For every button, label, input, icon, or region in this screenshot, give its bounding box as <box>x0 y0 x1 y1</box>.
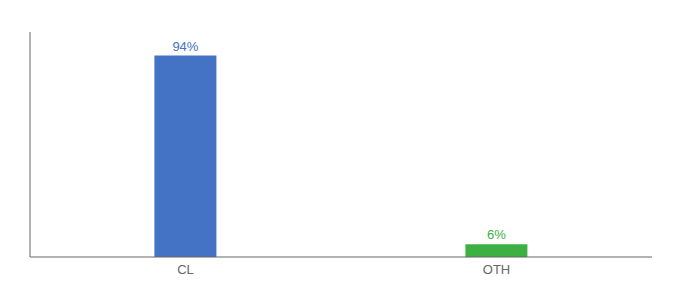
svg-text:OTH: OTH <box>483 262 510 277</box>
svg-text:CL: CL <box>177 262 194 277</box>
svg-text:94%: 94% <box>172 39 198 54</box>
svg-text:6%: 6% <box>487 227 506 242</box>
